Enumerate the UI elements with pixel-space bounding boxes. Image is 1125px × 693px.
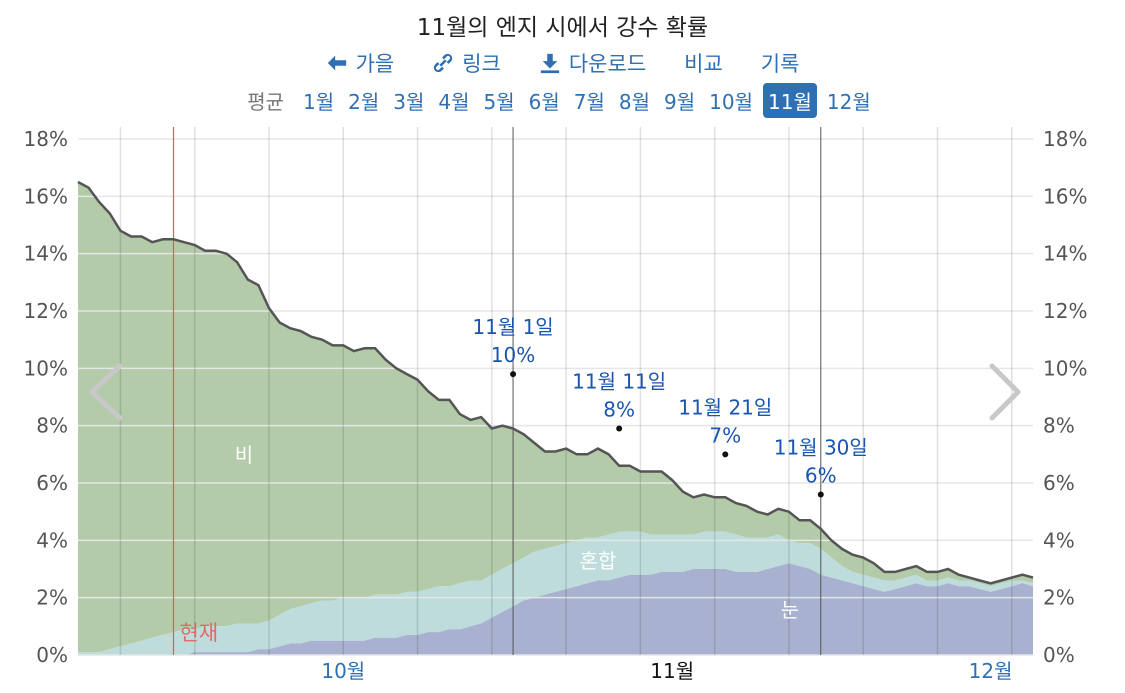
y-tick-right: 0% <box>1043 643 1075 667</box>
mixed-area <box>78 531 1033 655</box>
mixed-area-label: 혼합 <box>580 549 617 573</box>
nav-link-button[interactable]: 링크 <box>432 48 501 78</box>
month-tab-12[interactable]: 12월 <box>826 90 871 114</box>
month-tab-11[interactable]: 11월 <box>763 83 817 118</box>
y-tick-left: 2% <box>36 586 68 610</box>
annotation-date: 11월 11일 <box>572 370 666 394</box>
annotation-point <box>510 371 517 378</box>
y-tick-left: 10% <box>24 356 68 380</box>
y-tick-right: 4% <box>1043 528 1075 552</box>
chevron-left-icon[interactable] <box>89 363 123 421</box>
annotation-point <box>722 451 729 458</box>
month-tab-7[interactable]: 7월 <box>573 90 605 114</box>
arrow-left-icon <box>327 55 346 71</box>
nav-download-button[interactable]: 다운로드 <box>539 48 646 78</box>
month-tab-1[interactable]: 1월 <box>303 90 335 114</box>
annotation-date: 11월 30일 <box>774 435 868 459</box>
x-tick-1[interactable]: 10월 <box>321 659 365 683</box>
nav-compare-link[interactable]: 비교 <box>684 48 723 78</box>
month-tab-5[interactable]: 5월 <box>483 90 515 114</box>
chevron-right-icon[interactable] <box>989 363 1021 421</box>
annotation-date: 11월 1일 <box>472 315 553 339</box>
link-icon <box>434 53 453 73</box>
annotation-date: 11월 21일 <box>678 395 772 419</box>
annotation-value: 10% <box>491 343 535 367</box>
nav-history-label: 기록 <box>760 52 800 76</box>
y-tick-left: 18% <box>24 127 68 151</box>
chart-title: 11월의 엔지 시에서 강수 확률 <box>416 15 709 41</box>
y-tick-left: 16% <box>24 184 68 208</box>
y-tick-right: 16% <box>1043 184 1087 208</box>
rain-area-label: 비 <box>235 443 253 467</box>
nav-link-label: 링크 <box>462 52 501 76</box>
y-tick-right: 6% <box>1043 471 1075 495</box>
month-tab-8[interactable]: 8월 <box>618 90 651 114</box>
y-tick-right: 2% <box>1043 586 1075 610</box>
month-tab-6[interactable]: 6월 <box>528 90 560 114</box>
month-selector: 평균 1월 2월 3월 4월 5월 6월 7월 8월 9월 10월 11월 12월 <box>0 83 1125 118</box>
annotation-value: 8% <box>603 398 635 422</box>
total-line <box>77 180 1034 585</box>
y-tick-left: 0% <box>36 643 68 667</box>
nav-bar: 가을 링크 다운로드 비교 기록 <box>0 48 1125 78</box>
download-icon <box>540 53 560 74</box>
month-tab-2[interactable]: 2월 <box>348 90 380 114</box>
annotation-value: 6% <box>805 463 837 487</box>
y-tick-left: 6% <box>36 471 68 495</box>
nav-autumn-link[interactable]: 가을 <box>326 48 395 78</box>
y-tick-left: 12% <box>24 299 68 323</box>
y-tick-right: 8% <box>1043 414 1075 438</box>
y-tick-left: 8% <box>36 414 68 438</box>
nav-history-link[interactable]: 기록 <box>761 48 800 78</box>
y-tick-right: 18% <box>1043 127 1087 151</box>
x-tick-2: 11월 <box>650 659 694 683</box>
month-tab-9[interactable]: 9월 <box>664 90 696 114</box>
average-label: 평균 <box>247 90 285 114</box>
snow-area <box>78 563 1033 655</box>
month-tab-4[interactable]: 4월 <box>438 90 470 114</box>
x-tick-3[interactable]: 12월 <box>969 659 1013 683</box>
annotation-value: 7% <box>709 423 741 447</box>
annotation-point <box>817 491 824 498</box>
annotation-point <box>616 425 623 432</box>
rain-area <box>78 182 1033 653</box>
y-tick-right: 14% <box>1043 242 1087 266</box>
month-tab-10[interactable]: 10월 <box>709 90 754 114</box>
y-tick-right: 12% <box>1043 299 1087 323</box>
month-tab-3[interactable]: 3월 <box>393 90 425 114</box>
y-tick-left: 4% <box>36 528 68 552</box>
y-tick-right: 10% <box>1043 356 1087 380</box>
now-label: 현재 <box>180 621 219 645</box>
nav-download-label: 다운로드 <box>568 52 647 76</box>
nav-autumn-label: 가을 <box>355 52 395 76</box>
snow-area-label: 눈 <box>781 598 799 622</box>
nav-compare-label: 비교 <box>684 52 723 76</box>
y-tick-left: 14% <box>24 242 68 266</box>
